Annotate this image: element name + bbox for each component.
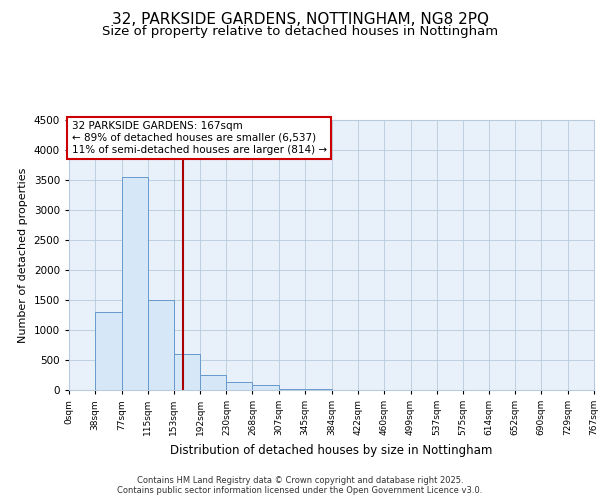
- Bar: [200, 375, 226, 390]
- Y-axis label: Number of detached properties: Number of detached properties: [18, 168, 28, 342]
- Bar: [226, 382, 253, 390]
- Bar: [174, 354, 200, 390]
- Text: 32, PARKSIDE GARDENS, NOTTINGHAM, NG8 2PQ: 32, PARKSIDE GARDENS, NOTTINGHAM, NG8 2P…: [112, 12, 488, 28]
- Text: Contains HM Land Registry data © Crown copyright and database right 2025.
Contai: Contains HM Land Registry data © Crown c…: [118, 476, 482, 495]
- Bar: [279, 388, 305, 390]
- Bar: [253, 385, 279, 390]
- Bar: [122, 177, 148, 390]
- Bar: [148, 300, 174, 390]
- Text: Size of property relative to detached houses in Nottingham: Size of property relative to detached ho…: [102, 25, 498, 38]
- X-axis label: Distribution of detached houses by size in Nottingham: Distribution of detached houses by size …: [170, 444, 493, 456]
- Text: 32 PARKSIDE GARDENS: 167sqm
← 89% of detached houses are smaller (6,537)
11% of : 32 PARKSIDE GARDENS: 167sqm ← 89% of det…: [71, 122, 327, 154]
- Bar: [95, 312, 122, 390]
